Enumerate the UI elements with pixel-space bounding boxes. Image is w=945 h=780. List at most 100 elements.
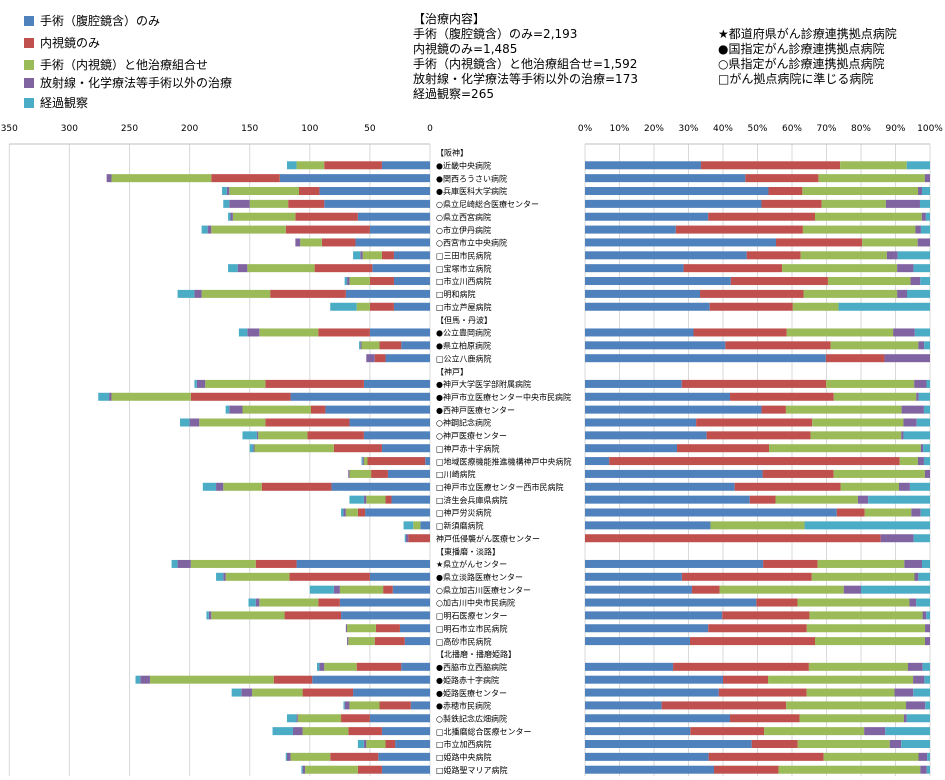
hospital-label: ○神鋼記念病院 [436, 418, 491, 428]
hospital-label: □地域医療機能推進機構神戸中央病院 [436, 456, 572, 466]
percent-bar-segment [862, 238, 918, 247]
percent-bar-segment [756, 598, 798, 607]
bar-segment [295, 238, 301, 247]
bar-segment [194, 379, 197, 388]
percent-bar-segment [769, 444, 921, 453]
bar-segment [258, 431, 308, 440]
percent-bar-segment [909, 482, 930, 491]
percent-bar-segment [706, 431, 811, 440]
hospital-label: ●近畿中央病院 [436, 160, 491, 170]
bar-segment [408, 534, 430, 543]
hospital-label: □川崎病院 [436, 469, 476, 479]
percent-bar-segment [924, 469, 930, 478]
percent-bar-segment [925, 701, 930, 710]
percent-bar-segment [802, 225, 916, 234]
percent-bar-segment [880, 534, 914, 543]
legend-label: 手術（内視鏡）と他治療組合せ [40, 58, 209, 72]
percent-bar-segment [585, 289, 700, 298]
bar-segment [347, 624, 376, 633]
bar-segment [196, 379, 206, 388]
bar-segment [345, 508, 358, 517]
bar-segment [211, 611, 285, 620]
hospital-type-item: ○県指定がん診療連携拠点病院 [718, 57, 885, 71]
legend-swatch [24, 38, 34, 48]
left-tick-label: 250 [121, 124, 138, 134]
percent-bar-segment [585, 508, 837, 517]
bar-segment [135, 675, 141, 684]
bar-segment [259, 598, 319, 607]
percent-bar-segment [818, 174, 925, 183]
bar-segment [295, 212, 358, 221]
percent-bar-segment [803, 289, 898, 298]
hospital-label: □済生会兵庫県病院 [436, 495, 508, 505]
percent-bar-segment [800, 251, 887, 260]
right-tick-label: 70% [816, 124, 836, 134]
percent-bar-segment [700, 161, 841, 170]
bar-segment [333, 585, 340, 594]
percent-bar-segment [925, 212, 930, 221]
percent-bar-segment [823, 752, 919, 761]
percent-bar-segment [585, 328, 694, 337]
bar-segment [361, 457, 363, 466]
bar-segment [106, 174, 112, 183]
bar-segment [237, 264, 248, 273]
percent-bar-segment [923, 405, 930, 414]
bar-segment [304, 765, 358, 774]
percent-bar-segment [911, 508, 921, 517]
percent-bar-segment [778, 765, 921, 774]
bar-segment [369, 225, 430, 234]
bar-segment [317, 662, 320, 671]
percent-bar-segment [894, 688, 914, 697]
bar-segment [348, 637, 375, 646]
percent-bar-segment [898, 482, 910, 491]
percent-bar-segment [734, 482, 841, 491]
percent-bar-segment [885, 727, 930, 736]
bar-segment [401, 341, 430, 350]
bar-segment [369, 572, 430, 581]
hospital-label: □三田市民病院 [436, 251, 492, 261]
percent-bar-segment [681, 379, 827, 388]
percent-bar-segment [808, 662, 908, 671]
percent-bar-segment [762, 469, 834, 478]
bar-segment [309, 585, 334, 594]
legend-swatch [24, 16, 34, 26]
percent-bar-segment [925, 637, 930, 646]
bar-segment [177, 559, 191, 568]
bar-segment [363, 379, 430, 388]
right-tick-label: 10% [609, 124, 629, 134]
bar-segment [385, 354, 430, 363]
legend-item: 手術（内視鏡）と他治療組合せ [24, 58, 209, 72]
bar-segment [324, 161, 382, 170]
percent-bar-segment [833, 469, 925, 478]
percent-bar-segment [730, 392, 834, 401]
percent-bar-segment [909, 598, 917, 607]
right-tick-label: 100% [917, 124, 943, 134]
percent-bar-segment [585, 675, 723, 684]
percent-bar-segment [746, 251, 801, 260]
bar-segment [401, 662, 430, 671]
bar-segment [286, 161, 297, 170]
percent-bar-segment [917, 238, 930, 247]
percent-bar-segment [802, 187, 919, 196]
bar-segment [404, 534, 406, 543]
bar-segment [288, 199, 325, 208]
percent-bar-segment [761, 405, 786, 414]
percent-bar-segment [730, 277, 828, 286]
bar-segment [228, 212, 231, 221]
bar-segment [296, 161, 325, 170]
bar-segment [375, 624, 400, 633]
percent-bar-segment [917, 457, 924, 466]
hospital-label: ●姫路医療センター [436, 688, 507, 698]
percent-bar-segment [913, 688, 930, 697]
hospital-label: ●県立淡路医療センター [436, 572, 523, 582]
bar-segment [285, 225, 370, 234]
bar-segment [256, 431, 259, 440]
percent-bar-segment [585, 572, 682, 581]
percent-bar-segment [838, 302, 930, 311]
percent-bar-segment [708, 624, 807, 633]
hospital-label: □新須磨病院 [436, 521, 484, 531]
left-chart-ticks: 0 50 100 150 200 250 300 350 [1, 124, 433, 134]
percent-bar-segment [897, 289, 907, 298]
percent-bar-segment [713, 765, 779, 774]
bar-segment [369, 328, 430, 337]
